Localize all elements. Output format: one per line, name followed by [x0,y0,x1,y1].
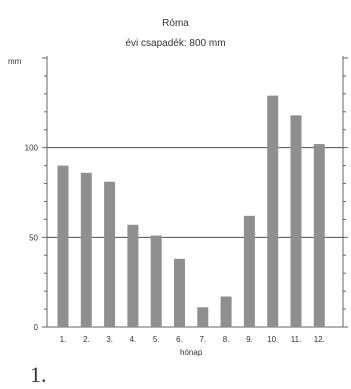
x-tick-label: 1. [60,335,67,344]
x-tick-label: 6. [176,335,183,344]
x-tick-label: 10. [267,335,278,344]
x-tick-label: 9. [246,335,253,344]
y-axis-unit-label: mm [8,57,22,66]
x-tick-label: 5. [153,335,160,344]
x-tick-label: 3. [106,335,113,344]
x-tick-label: 8. [223,335,230,344]
bar-month-2 [80,172,92,327]
y-tick-label: 100 [25,144,39,153]
bar-month-6 [174,258,185,327]
footer-mark: 1. [30,362,47,387]
bar-month-7 [197,307,209,327]
x-tick-label: 7. [199,335,206,344]
y-tick-label: 50 [29,233,38,242]
x-tick-label: 4. [130,335,137,344]
bar-month-11 [290,115,302,327]
x-tick-label: 2. [83,335,90,344]
bar-month-10 [267,95,279,327]
x-tick-label: 12. [314,335,325,344]
x-tick-label: 11. [291,335,302,344]
bar-month-5 [150,235,162,327]
labels-layer: 0 50 100 1. 2. 3. 4. 5. 6. 7. 8. 9. 10. 11. 12. hónap [25,144,325,357]
chart-title: Róma [162,18,189,29]
bars-layer [57,95,325,327]
bar-month-9 [243,215,255,327]
chart-subtitle: évi csapadék: 800 mm [125,38,226,49]
y-tick-label: 0 [34,323,39,332]
x-axis-title: hónap [180,348,203,357]
bar-month-4 [127,224,139,327]
bar-month-8 [220,296,232,327]
bar-month-3 [104,181,116,327]
bar-month-12 [313,144,325,327]
bar-month-1 [57,165,69,327]
